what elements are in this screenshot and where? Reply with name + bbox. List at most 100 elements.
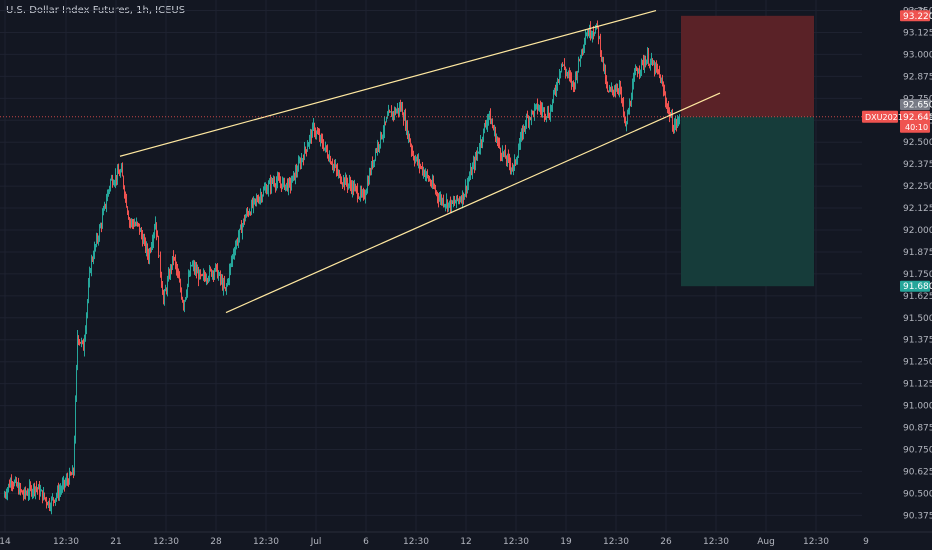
candle-body (402, 105, 403, 116)
candle-body (544, 108, 545, 117)
candle-body (200, 271, 201, 275)
candle-body (346, 177, 347, 183)
candle-body (316, 132, 317, 135)
candle-body (21, 490, 22, 492)
candle-body (164, 291, 165, 300)
candle-body (90, 269, 91, 273)
candle-body (205, 277, 206, 281)
candle-body (362, 192, 363, 194)
candle-body (447, 200, 448, 209)
candle-body (43, 492, 44, 500)
candle-body (653, 63, 654, 65)
candle-body (32, 491, 33, 495)
candle-body (221, 279, 222, 281)
position-zones[interactable] (681, 15, 814, 287)
price-axis-bg (862, 0, 932, 550)
candle-body (207, 279, 208, 281)
candle-body (440, 196, 441, 199)
candle-body (39, 485, 40, 496)
candle-body (336, 165, 337, 170)
candle-body (273, 181, 274, 183)
candle-body (120, 171, 121, 176)
candle-body (96, 237, 97, 245)
candle-body (549, 116, 550, 120)
candle-body (308, 143, 309, 147)
candle-body (35, 486, 36, 493)
candle-body (124, 187, 125, 196)
lower-trendline[interactable] (225, 92, 721, 314)
candle-body (19, 485, 20, 493)
candle-body (45, 497, 46, 500)
candle-body (340, 174, 341, 183)
candle-body (643, 60, 644, 67)
candle-body (321, 136, 322, 140)
candle-body (148, 254, 149, 260)
candle-body (398, 108, 399, 112)
candle-body (127, 207, 128, 213)
candle-body (460, 199, 461, 201)
candle-body (197, 271, 198, 274)
candle-body (88, 284, 89, 301)
candle-body (492, 122, 493, 127)
candle-body (511, 168, 512, 170)
candle-body (646, 60, 647, 66)
candle-body (144, 239, 145, 241)
candle-body (376, 150, 377, 152)
candle-body (350, 181, 351, 186)
candle-body (162, 284, 163, 295)
candle-body (301, 159, 302, 166)
y-tick-label: 90.750 (903, 445, 932, 455)
candle-body (276, 182, 277, 187)
candle-body (357, 188, 358, 198)
candle-body (411, 145, 412, 151)
candle-body (183, 301, 184, 308)
candle-body (533, 111, 534, 116)
candle-body (131, 220, 132, 223)
upper-trendline[interactable] (119, 9, 657, 157)
candle-body (559, 75, 560, 80)
candle-body (158, 237, 159, 256)
candle-body (583, 46, 584, 51)
entry-price-tag: 92.650 (903, 100, 932, 110)
y-tick-label: 90.625 (903, 467, 932, 477)
candle-body (395, 109, 396, 114)
candle-body (99, 227, 100, 239)
candle-body (11, 480, 12, 485)
candle-body (491, 122, 492, 124)
candle-body (243, 219, 244, 226)
candle-body (365, 194, 366, 198)
candle-body (279, 179, 280, 183)
candle-body (373, 160, 374, 167)
x-tick-label: 6 (363, 537, 369, 547)
take-profit-zone[interactable] (681, 116, 814, 287)
candle-body (29, 485, 30, 494)
candle-body (433, 180, 434, 187)
candle-body (177, 269, 178, 273)
candle-body (438, 197, 439, 201)
candle-body (637, 70, 638, 74)
candle-body (16, 479, 17, 486)
candle-body (73, 468, 74, 474)
candle-body (654, 63, 655, 73)
candle-body (598, 25, 599, 39)
candle-body (167, 279, 168, 291)
candle-body (542, 108, 543, 112)
candle-body (30, 485, 31, 488)
time-axis[interactable]: 14 12:30 21 12:30 28 12:30 Jul 6 12:30 12 12:30 19 1… (0, 531, 932, 550)
candle-body (307, 146, 308, 151)
candle-body (607, 83, 608, 91)
y-tick-label: 92.875 (903, 72, 932, 82)
y-tick-label: 90.500 (903, 489, 932, 499)
candle-body (431, 183, 432, 186)
trendlines[interactable] (119, 9, 721, 314)
candle-body (325, 145, 326, 148)
candle-body (351, 185, 352, 192)
candle-body (70, 472, 71, 475)
x-tick-label: 12:30 (703, 537, 729, 547)
candle-body (294, 172, 295, 180)
candle-body (264, 189, 265, 191)
candle-body (92, 258, 93, 260)
price-axis[interactable]: 93.25093.12593.00092.87592.75092.62592.5… (862, 0, 932, 550)
candle-body (558, 79, 559, 81)
